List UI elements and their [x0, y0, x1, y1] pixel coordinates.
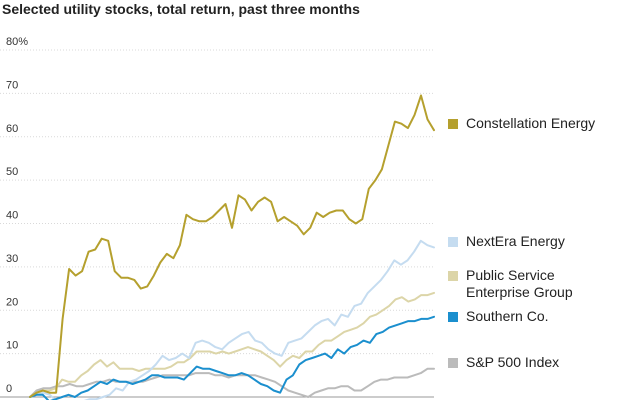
legend-swatch: [448, 358, 458, 368]
legend-item-public-service-enterprise-group: Public Service Enterprise Group: [448, 267, 573, 301]
legend-swatch: [448, 271, 458, 281]
legend-swatch: [448, 312, 458, 322]
legend-item-southern-co: Southern Co.: [448, 308, 549, 325]
y-tick-label-20: 20: [6, 296, 18, 308]
legend-item-constellation-energy: Constellation Energy: [448, 115, 595, 132]
legend-label: Southern Co.: [466, 308, 549, 324]
y-tick-label-80: 80%: [6, 36, 28, 48]
legend-label: NextEra Energy: [466, 233, 565, 249]
legend-item-nextera-energy: NextEra Energy: [448, 233, 565, 250]
y-tick-label-60: 60: [6, 123, 18, 135]
series-line-constellation-energy: [29, 94, 435, 398]
series-line-s-p-500-index: [29, 367, 435, 398]
y-tick-label-10: 10: [6, 340, 18, 352]
legend-item-s-p-500-index: S&P 500 Index: [448, 354, 559, 371]
series-line-southern-co: [29, 315, 435, 400]
series-lines: [29, 94, 435, 400]
y-tick-label-30: 30: [6, 253, 18, 265]
series-line-public-service-enterprise-group: [29, 291, 435, 398]
legend-label: Constellation Energy: [466, 115, 596, 131]
legend-swatch: [448, 237, 458, 247]
legend-label: Public Service Enterprise Group: [466, 267, 573, 300]
legend-swatch: [448, 119, 458, 129]
series-line-nextera-energy: [29, 239, 435, 400]
y-tick-label-40: 40: [6, 210, 18, 222]
grid: [0, 49, 434, 398]
y-tick-label-50: 50: [6, 166, 18, 178]
y-tick-label-70: 70: [6, 79, 18, 91]
y-tick-labels: 0 10 20 30 40 50 60 70 80%: [6, 36, 28, 395]
legend-label: S&P 500 Index: [466, 354, 560, 370]
y-tick-label-0: 0: [6, 383, 12, 395]
chart-title: Selected utility stocks, total return, p…: [2, 1, 360, 17]
